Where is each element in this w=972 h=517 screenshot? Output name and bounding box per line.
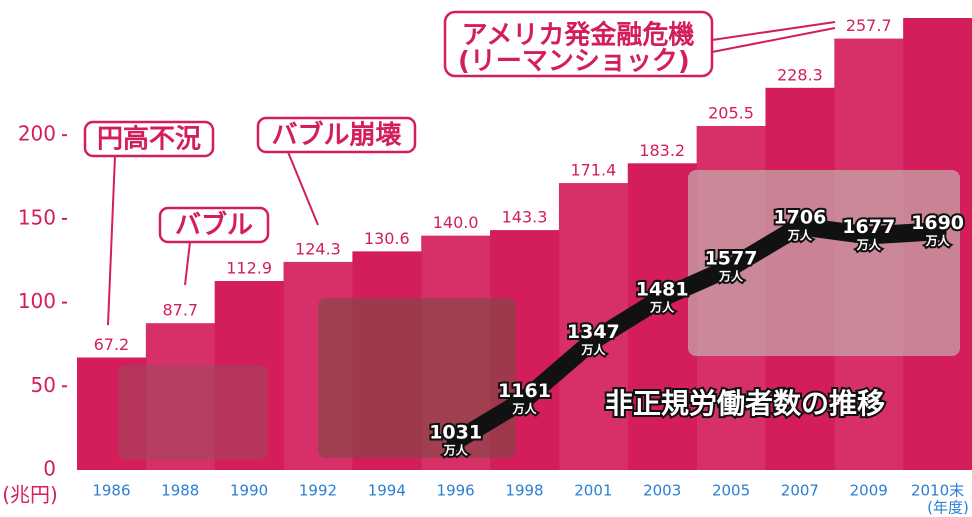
x-tick-label: 1986	[92, 482, 130, 500]
x-tick-label: 1994	[368, 482, 406, 500]
photo	[118, 365, 268, 460]
x-tick-label: 1988	[161, 482, 199, 500]
x-tick-label: 2009	[850, 482, 888, 500]
line-label: 1706	[773, 207, 826, 229]
callout-text: 円高不況	[97, 124, 201, 155]
x-tick-label: 1996	[437, 482, 475, 500]
x-tick-label: 2007	[781, 482, 819, 500]
line-unit: 万人	[443, 443, 469, 458]
x-tick-label: 1990	[230, 482, 268, 500]
line-unit: 万人	[787, 228, 813, 243]
line-title: 非正規労働者数の推移	[605, 387, 885, 420]
y-tick-label: 0	[43, 457, 56, 481]
x-unit: (年度)	[927, 499, 969, 517]
value-label: 67.2	[94, 335, 130, 354]
callout-text: バブル	[175, 210, 253, 241]
line-label: 1577	[705, 248, 758, 270]
y-tick-label: 50	[31, 373, 56, 397]
value-label: 87.7	[162, 301, 198, 320]
x-tick-label: 2005	[712, 482, 750, 500]
line-unit: 万人	[925, 233, 951, 248]
line-label: 1161	[498, 380, 551, 402]
line-label: 1690	[911, 212, 964, 234]
y-tick-label: 100	[18, 289, 56, 313]
chart: 0 50 100 150 200 (兆円) (年度) 1986 67.2 1988 87.7 1990…	[0, 0, 972, 517]
value-label: 124.3	[295, 239, 341, 258]
callout-text: バブル崩壊	[271, 120, 401, 151]
value-label: 205.5	[708, 103, 754, 122]
value-label: 140.0	[433, 213, 479, 232]
x-tick-label: 1998	[505, 482, 543, 500]
line-label: 1677	[842, 216, 895, 238]
photo	[318, 298, 516, 458]
value-label: 143.3	[502, 208, 548, 227]
line-unit: 万人	[649, 299, 675, 314]
x-tick-label: 1992	[299, 482, 337, 500]
value-label: 112.9	[226, 258, 272, 277]
y-tick-label: 200	[18, 122, 56, 146]
line-label: 1347	[567, 321, 620, 343]
value-label: 183.2	[639, 141, 685, 160]
value-label: 257.7	[846, 16, 892, 35]
x-tick-label: 2010末	[911, 482, 964, 500]
line-unit: 万人	[856, 237, 882, 252]
x-tick-label: 2003	[643, 482, 681, 500]
x-tick-label: 2001	[574, 482, 612, 500]
value-label: 130.6	[364, 229, 410, 248]
callout-subtext: (リーマンショック)	[458, 47, 690, 77]
line-label: 1031	[429, 422, 482, 444]
line-unit: 万人	[580, 342, 606, 357]
value-label: 228.3	[777, 65, 823, 84]
value-label: 171.4	[570, 161, 616, 180]
y-tick-label: 150	[18, 205, 56, 229]
line-unit: 万人	[718, 269, 744, 284]
line-label: 1481	[636, 278, 689, 300]
line-unit: 万人	[511, 401, 537, 416]
y-unit: (兆円)	[2, 483, 58, 507]
